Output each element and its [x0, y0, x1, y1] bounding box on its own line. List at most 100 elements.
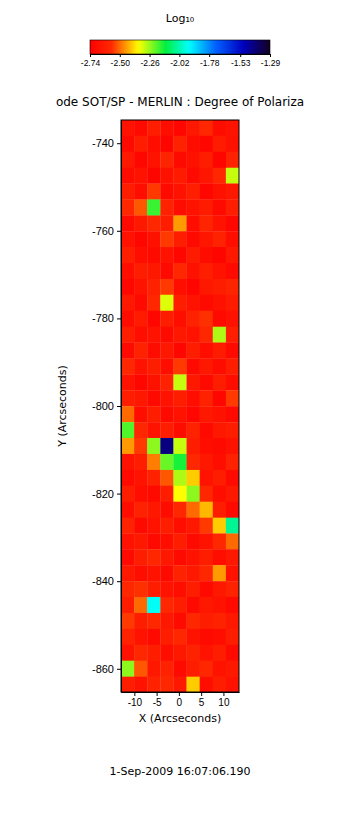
heatmap-cell: [160, 199, 173, 215]
heatmap-cell: [121, 581, 134, 597]
heatmap-cell: [160, 597, 173, 613]
y-tick: -840: [92, 575, 121, 587]
colorbar-tick: -2.26: [140, 54, 160, 68]
heatmap-cell: [134, 152, 147, 168]
heatmap-cell: [134, 502, 147, 518]
colorbar-tick: -2.74: [81, 54, 101, 68]
x-tick-mark: [223, 692, 224, 696]
y-tick-label: -800: [92, 400, 114, 412]
heatmap-cell: [134, 342, 147, 358]
heatmap-cell: [200, 279, 213, 295]
heatmap-cell: [160, 454, 173, 470]
colorbar-tick-label: -2.26: [140, 58, 160, 68]
heatmap-cell: [134, 390, 147, 406]
heatmap-cell: [173, 549, 186, 565]
heatmap-cell: [134, 231, 147, 247]
heatmap-cell: [187, 168, 200, 184]
heatmap-cell: [173, 374, 186, 390]
heatmap-cell: [173, 565, 186, 581]
heatmap-cell: [134, 438, 147, 454]
plot-frame: [121, 120, 239, 692]
x-tick-mark: [157, 692, 158, 696]
heatmap-cell: [147, 581, 160, 597]
colorbar-tick: -1.29: [261, 54, 281, 68]
x-tick: -10: [128, 692, 143, 708]
heatmap-cell: [187, 502, 200, 518]
heatmap-cell: [160, 231, 173, 247]
heatmap-cell: [121, 406, 134, 422]
heatmap-cell: [160, 374, 173, 390]
heatmap-cell: [200, 120, 213, 136]
heatmap-cell: [173, 486, 186, 502]
y-axis: -740-760-780-800-820-840-860: [92, 121, 122, 693]
heatmap-cell: [187, 184, 200, 200]
y-tick-label: -760: [92, 225, 114, 237]
heatmap-cell: [121, 486, 134, 502]
heatmap-cell: [187, 311, 200, 327]
heatmap-cell: [226, 199, 239, 215]
heatmap-cell: [173, 645, 186, 661]
x-tick-label: 10: [218, 697, 230, 708]
colorbar-tick-label: -2.02: [170, 58, 190, 68]
heatmap-cell: [226, 486, 239, 502]
heatmap-cell: [213, 231, 226, 247]
heatmap-cell: [121, 549, 134, 565]
heatmap-cell: [147, 645, 160, 661]
heatmap-cell: [173, 168, 186, 184]
heatmap-cell: [134, 295, 147, 311]
x-tick: 0: [177, 692, 183, 708]
heatmap-cell: [200, 311, 213, 327]
heatmap-cell: [173, 184, 186, 200]
heatmap-cell: [226, 263, 239, 279]
heatmap-cell: [187, 247, 200, 263]
heatmap-cell: [226, 231, 239, 247]
heatmap-cell: [200, 565, 213, 581]
heatmap-cell: [226, 629, 239, 645]
heatmap-cell: [121, 613, 134, 629]
x-tick: 5: [199, 692, 205, 708]
heatmap-cell: [160, 677, 173, 692]
heatmap-cell: [147, 215, 160, 231]
heatmap-cell: [187, 549, 200, 565]
heatmap-cell: [187, 661, 200, 677]
heatmap-cell: [187, 263, 200, 279]
heatmap-cell: [187, 565, 200, 581]
heatmap-cell: [200, 533, 213, 549]
heatmap-cell: [200, 327, 213, 343]
heatmap-cell: [187, 152, 200, 168]
heatmap-cell: [160, 549, 173, 565]
heatmap-cell: [213, 279, 226, 295]
colorbar-tick-label: -1.53: [231, 58, 251, 68]
heatmap-cell: [121, 215, 134, 231]
heatmap-cell: [226, 215, 239, 231]
heatmap-cell: [226, 342, 239, 358]
heatmap-cell: [160, 263, 173, 279]
heatmap-cell: [226, 406, 239, 422]
heatmap-cell: [213, 518, 226, 534]
heatmap-cell: [134, 184, 147, 200]
x-tick-mark: [179, 692, 180, 696]
y-tick: -860: [92, 663, 121, 675]
heatmap-cell: [213, 136, 226, 152]
heatmap-cell: [213, 549, 226, 565]
heatmap-cell: [173, 327, 186, 343]
y-tick: -820: [92, 488, 121, 500]
heatmap-cell: [213, 438, 226, 454]
y-axis-title: Y (Arcseconds): [56, 365, 69, 448]
heatmap-cell: [160, 486, 173, 502]
heatmap-cell: [200, 502, 213, 518]
y-tick-mark: [117, 143, 121, 144]
heatmap-cell: [160, 215, 173, 231]
heatmap-cell: [187, 438, 200, 454]
heatmap-cell: [187, 374, 200, 390]
heatmap-cell: [121, 358, 134, 374]
heatmap-cell: [226, 613, 239, 629]
heatmap-cell: [134, 279, 147, 295]
heatmap-cell: [134, 406, 147, 422]
heatmap-cell: [160, 342, 173, 358]
heatmap-cell: [226, 374, 239, 390]
heatmap-cell: [187, 518, 200, 534]
heatmap-cell: [147, 247, 160, 263]
heatmap-cell: [200, 661, 213, 677]
heatmap-cell: [200, 358, 213, 374]
